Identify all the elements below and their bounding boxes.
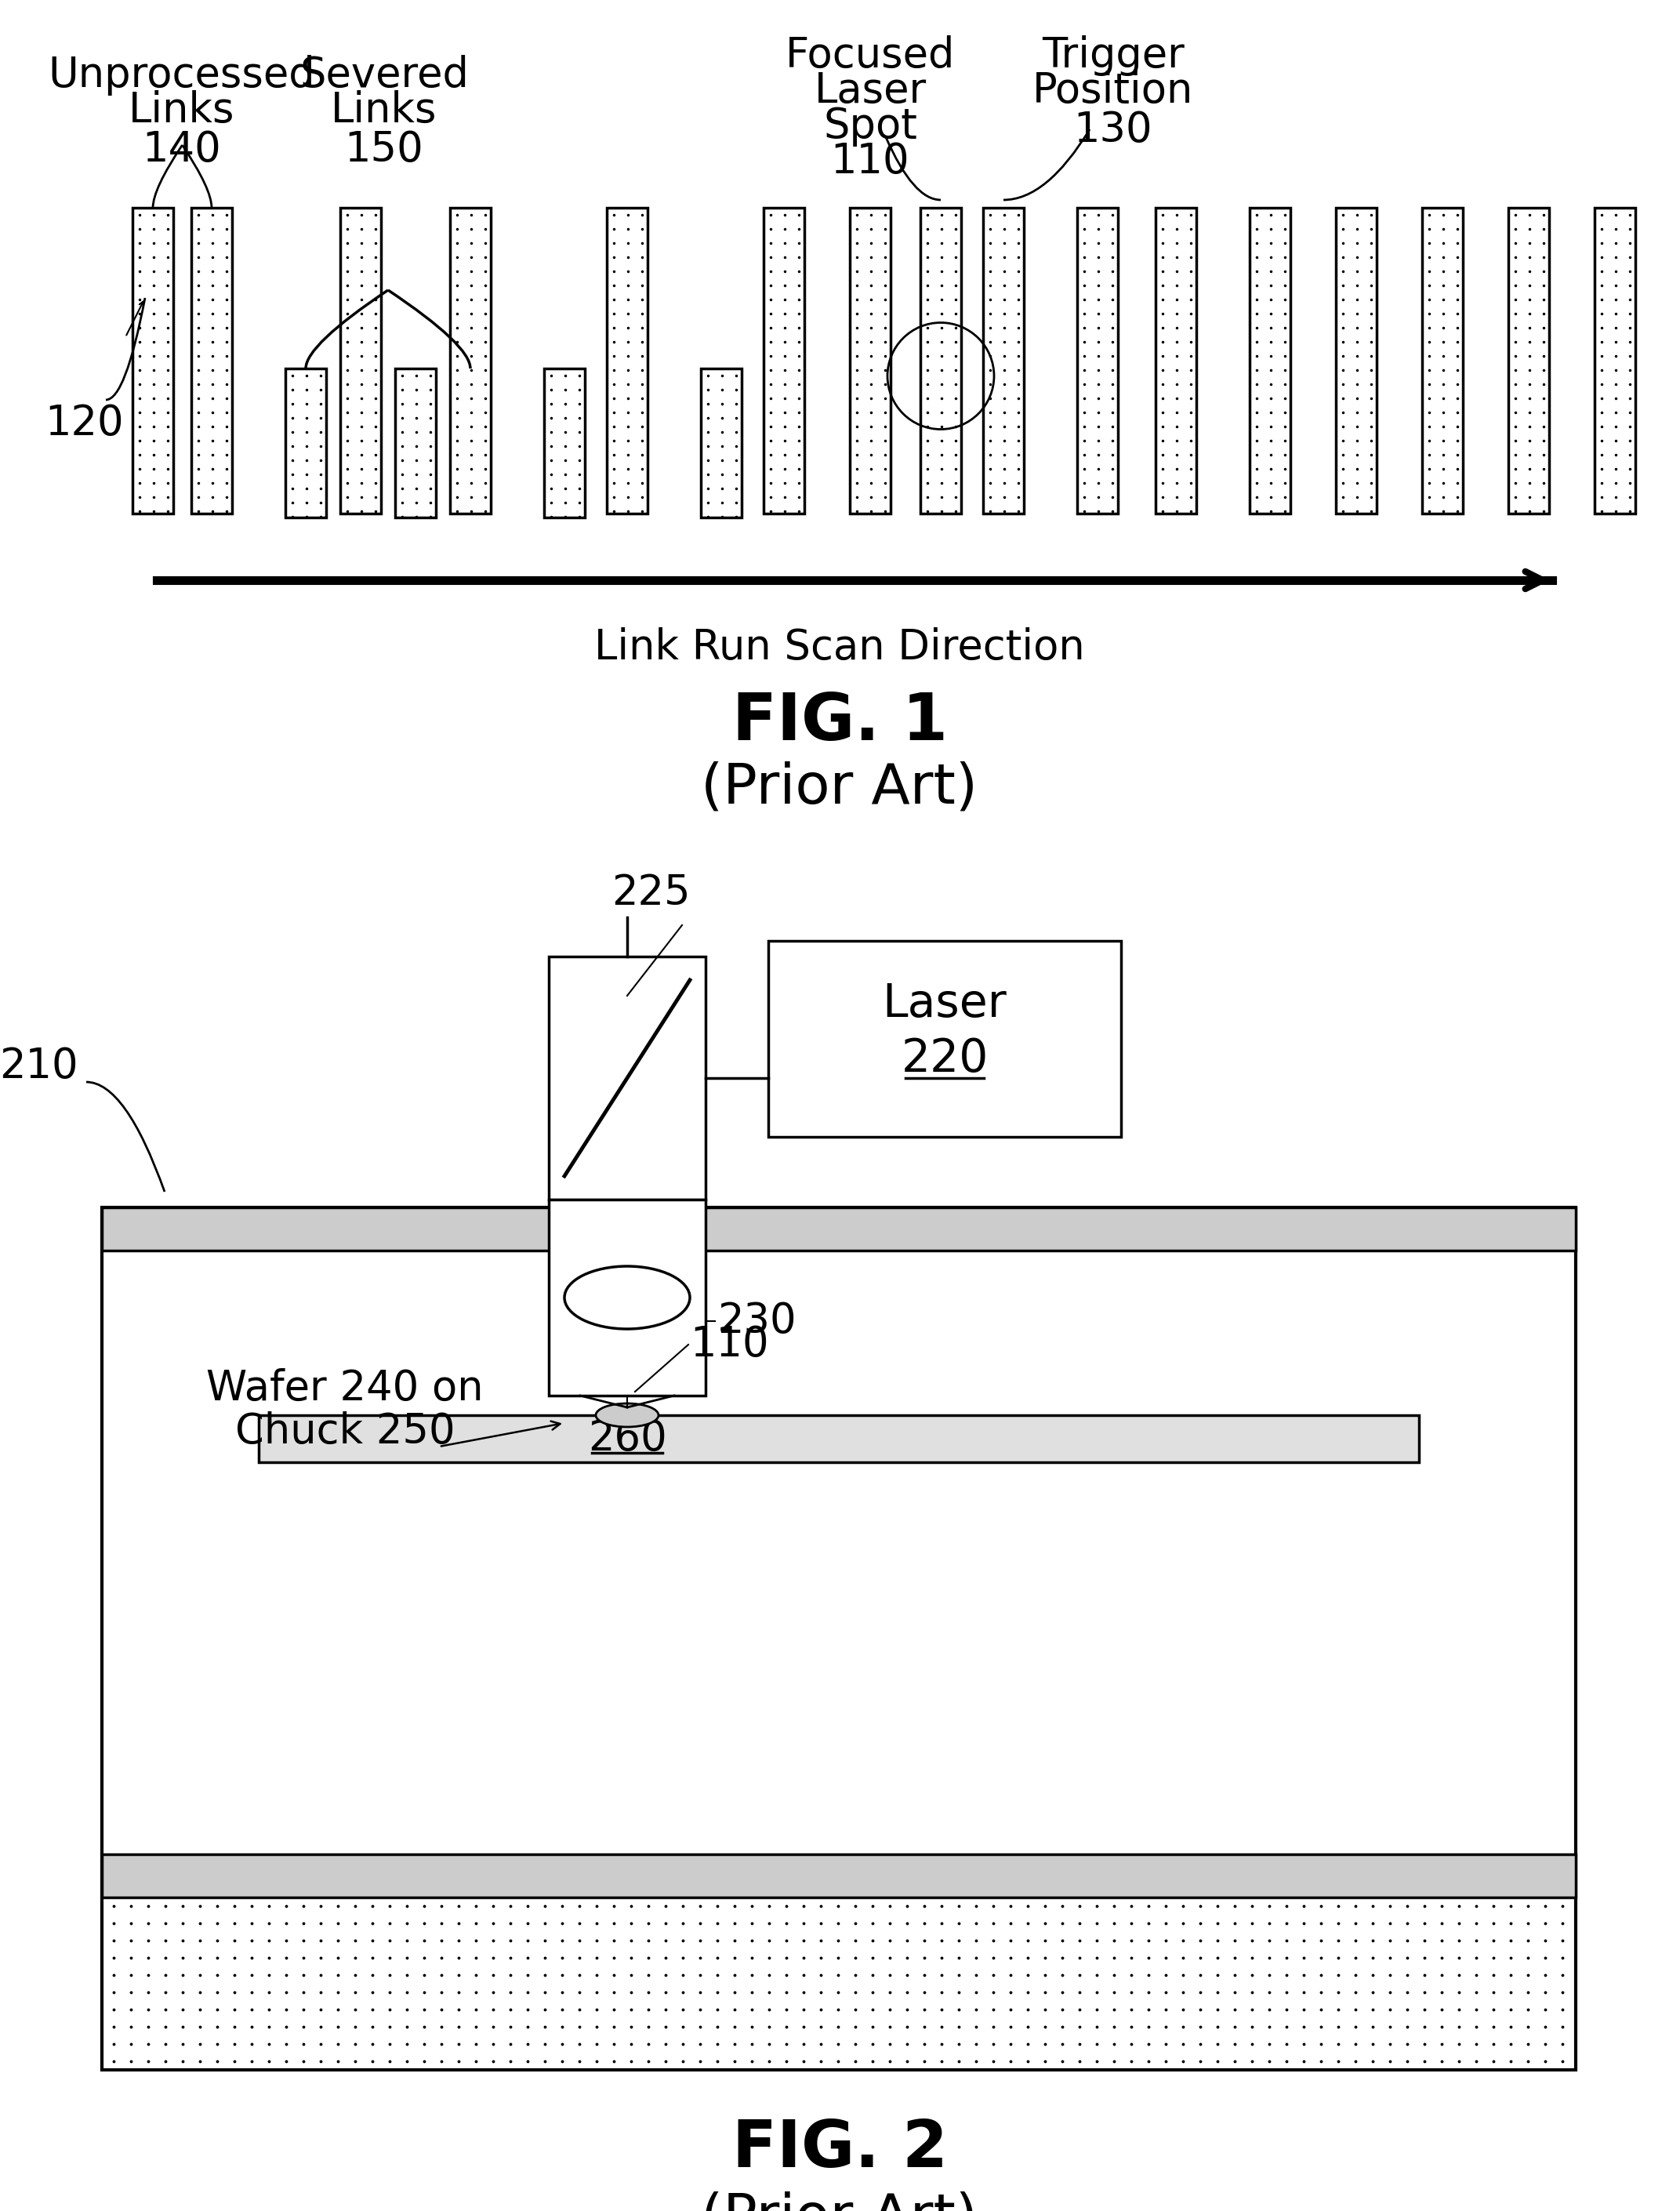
Text: 260: 260 xyxy=(588,1417,667,1459)
Bar xyxy=(606,208,647,513)
Bar xyxy=(133,208,173,513)
Text: Laser: Laser xyxy=(882,982,1006,1026)
Text: (Prior Art): (Prior Art) xyxy=(701,761,978,814)
Ellipse shape xyxy=(596,1404,659,1426)
Bar xyxy=(259,1415,1420,1461)
Text: 225: 225 xyxy=(612,873,690,913)
Text: 210: 210 xyxy=(0,1046,79,1086)
Text: 130: 130 xyxy=(1074,111,1152,150)
Bar xyxy=(1421,208,1463,513)
Text: Links: Links xyxy=(129,91,235,130)
Bar xyxy=(921,208,961,513)
Bar xyxy=(286,369,326,517)
Bar xyxy=(102,1207,1576,1251)
Bar xyxy=(549,1201,706,1395)
Text: Spot: Spot xyxy=(823,106,917,146)
Text: Position: Position xyxy=(1033,71,1194,111)
Bar xyxy=(1509,208,1549,513)
Bar xyxy=(1077,208,1117,513)
Bar xyxy=(764,208,805,513)
Text: 220: 220 xyxy=(900,1037,988,1081)
Text: Laser: Laser xyxy=(815,71,926,111)
Text: 110: 110 xyxy=(690,1324,769,1364)
Bar xyxy=(1336,208,1376,513)
Bar xyxy=(1156,208,1196,513)
Bar xyxy=(983,208,1023,513)
Text: Links: Links xyxy=(331,91,437,130)
Bar xyxy=(395,369,435,517)
Bar xyxy=(450,208,491,513)
Bar xyxy=(102,1855,1576,1897)
Bar xyxy=(768,942,1121,1136)
Text: Trigger: Trigger xyxy=(1042,35,1184,75)
Text: 110: 110 xyxy=(830,142,909,181)
Bar xyxy=(701,369,741,517)
Text: Link Run Scan Direction: Link Run Scan Direction xyxy=(595,628,1085,668)
Bar xyxy=(549,957,706,1201)
Bar xyxy=(850,208,890,513)
Bar xyxy=(102,1207,1576,2069)
Bar xyxy=(544,369,585,517)
Text: 140: 140 xyxy=(143,130,222,170)
Text: Chuck 250: Chuck 250 xyxy=(235,1411,455,1453)
Text: 120: 120 xyxy=(45,402,124,444)
Ellipse shape xyxy=(564,1267,690,1329)
Bar xyxy=(1250,208,1290,513)
Text: Wafer 240 on: Wafer 240 on xyxy=(207,1369,484,1408)
Text: Focused: Focused xyxy=(785,35,954,75)
Text: 150: 150 xyxy=(344,130,423,170)
Bar xyxy=(341,208,381,513)
Text: FIG. 1: FIG. 1 xyxy=(732,690,948,754)
Bar xyxy=(192,208,232,513)
Text: Unprocessed: Unprocessed xyxy=(49,55,316,95)
Text: FIG. 2: FIG. 2 xyxy=(732,2116,948,2180)
Text: (Prior Art): (Prior Art) xyxy=(701,2191,978,2211)
Bar xyxy=(1594,208,1635,513)
Text: 230: 230 xyxy=(717,1300,796,1342)
Text: Severed: Severed xyxy=(299,55,469,95)
